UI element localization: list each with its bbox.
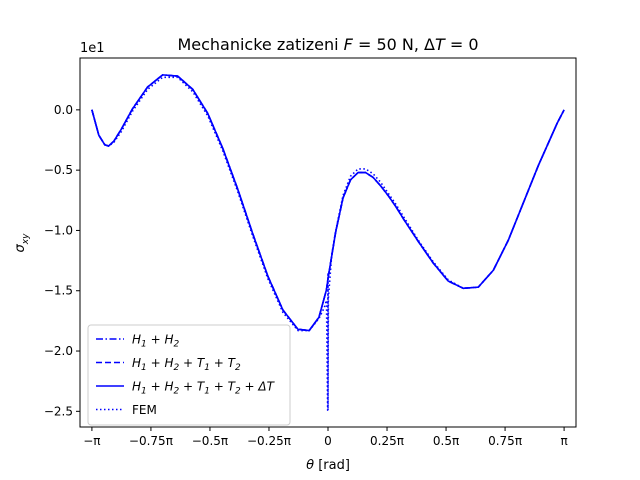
y-tick-label: 0.0: [54, 103, 73, 117]
legend-label-2: H1 + H2 + T1 + T2 + ΔT: [132, 380, 276, 397]
x-tick-label: −0.25π: [247, 434, 291, 448]
chart-title: Mechanicke zatizeni F = 50 N, ΔT = 0: [177, 35, 478, 54]
y-tick-label: −1.5: [44, 284, 73, 298]
legend: H1 + H2 H1 + H2 + T1 + T2 H1 + H2 + T1 + T…: [87, 324, 291, 426]
series-group: [91, 74, 565, 411]
x-tick-label: π: [560, 434, 567, 448]
x-tick-label: 0: [324, 434, 332, 448]
y-tick-label: −1.0: [44, 223, 73, 237]
series-line-2: [91, 74, 565, 332]
plot-frame: [79, 57, 577, 428]
series-line-3: [91, 76, 565, 411]
y-tick-label: −2.0: [44, 344, 73, 358]
x-tick-label: 0.5π: [433, 434, 459, 448]
x-tick-label: 0.75π: [488, 434, 522, 448]
x-ticks: −π −0.75π −0.5π −0.25π 0 0.25π 0.5π 0.75π π: [83, 427, 568, 448]
x-tick-label: −0.5π: [192, 434, 228, 448]
legend-label-0: H1 + H2: [132, 333, 179, 350]
x-tick-label: −0.75π: [129, 434, 173, 448]
y-ticks: 0.0 −0.5 −1.0 −1.5 −2.0 −2.5: [44, 103, 80, 418]
y-offset-label: 1e1: [80, 41, 105, 56]
x-tick-label: 0.25π: [370, 434, 404, 448]
x-tick-label: −π: [83, 434, 100, 448]
y-tick-label: −2.5: [44, 404, 73, 418]
y-axis-label: σxy: [13, 233, 31, 253]
x-axis-label: θ [rad]: [306, 458, 350, 473]
y-tick-label: −0.5: [44, 163, 73, 177]
legend-box: [87, 324, 291, 426]
legend-label-3: FEM: [132, 403, 157, 417]
legend-label-1: H1 + H2 + T1 + T2: [132, 356, 241, 373]
